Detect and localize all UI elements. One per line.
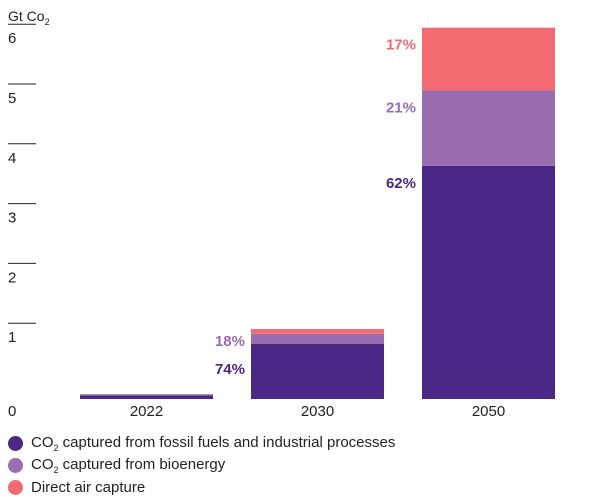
- data-label-2030-series-0: 74%: [215, 361, 245, 378]
- legend-label-fossil: CO2 captured from fossil fuels and indus…: [31, 433, 396, 453]
- data-label-2030-series-1: 18%: [215, 333, 245, 350]
- y-tick-4: 4: [8, 150, 16, 167]
- legend-item-dac: Direct air capture: [8, 476, 395, 498]
- x-tick-2050: 2050: [472, 403, 505, 420]
- y-tick-0: 0: [8, 403, 16, 420]
- legend-swatch-dac: [8, 479, 23, 495]
- bar-2050-series-1: [422, 90, 555, 166]
- y-tick-3: 3: [8, 210, 16, 227]
- data-label-2050-series-0: 62%: [386, 175, 416, 192]
- bar-2022-series-1: [80, 394, 213, 396]
- legend-label-bioenergy: CO2 captured from bioenergy: [31, 455, 226, 475]
- x-tick-2030: 2030: [301, 403, 334, 420]
- y-tick-6: 6: [8, 30, 16, 47]
- bar-2030-series-2: [251, 329, 384, 334]
- legend-swatch-fossil: [8, 435, 23, 451]
- stacked-bar-chart: Gt Co2 0 1 2 3 4 5 6 74% 18% 62% 21% 17% 2022 2030 2…: [8, 8, 555, 420]
- legend-swatch-bioenergy: [8, 457, 23, 473]
- y-tick-5: 5: [8, 90, 16, 107]
- legend-item-fossil: CO2 captured from fossil fuels and indus…: [8, 432, 395, 454]
- data-label-2050-series-2: 17%: [386, 37, 416, 54]
- bar-2030-series-1: [251, 333, 384, 344]
- legend-label-dac: Direct air capture: [31, 478, 146, 496]
- legend-item-bioenergy: CO2 captured from bioenergy: [8, 454, 395, 476]
- x-tick-2022: 2022: [130, 403, 163, 420]
- bar-2022-series-0: [80, 395, 213, 399]
- y-tick-1: 1: [8, 329, 16, 346]
- data-label-2050-series-1: 21%: [386, 99, 416, 116]
- bar-2030-series-0: [251, 343, 384, 399]
- legend: CO2 captured from fossil fuels and indus…: [8, 432, 395, 498]
- bar-2050-series-0: [422, 165, 555, 399]
- y-axis-label: Gt Co2: [8, 8, 50, 27]
- bar-2050-series-2: [422, 27, 555, 91]
- y-tick-2: 2: [8, 269, 16, 286]
